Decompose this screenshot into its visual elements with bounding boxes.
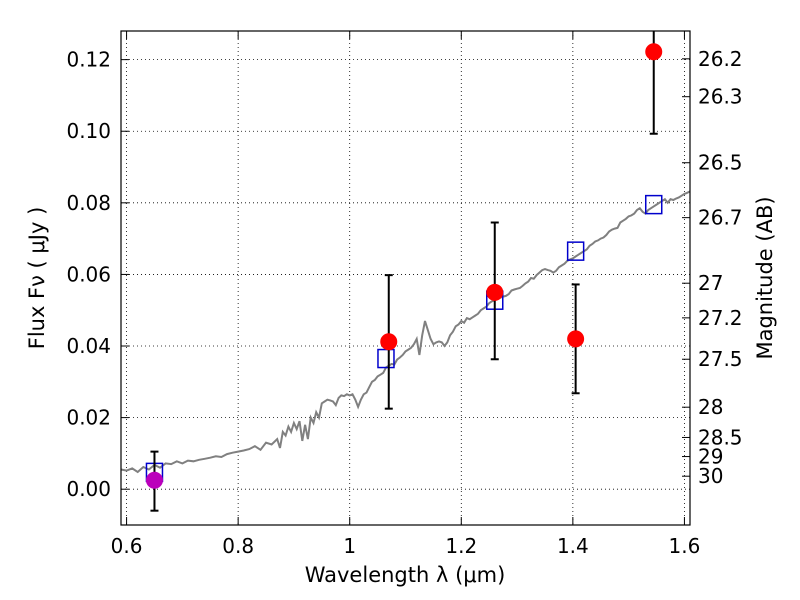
y-axis-label: Flux Fν ( μJy )	[25, 207, 49, 350]
model-photometry-points	[145, 194, 663, 483]
x-tick-label: 1.6	[669, 534, 701, 558]
x-tick-label: 0.6	[111, 534, 143, 558]
right-tick-label: 27	[698, 271, 723, 295]
right-tick-label: 26.3	[698, 85, 743, 109]
right-tick-label: 27.5	[698, 347, 743, 371]
data-point	[567, 330, 585, 348]
y-tick-label: 0.10	[66, 119, 111, 143]
plot-frame	[120, 30, 691, 526]
right-tick-label: 28.5	[698, 425, 743, 449]
x-tick-label: 1.4	[557, 534, 589, 558]
model-square	[566, 241, 585, 261]
y-tick-label: 0.08	[66, 191, 111, 215]
data-point	[380, 333, 398, 351]
model-square	[644, 194, 663, 215]
right-tick-label: 26.7	[698, 206, 743, 230]
y-tick-label: 0.00	[66, 477, 111, 501]
model-spectrum	[120, 190, 691, 474]
x-tick-label: 1	[343, 534, 356, 558]
right-tick-label: 29	[698, 445, 723, 469]
right-tick-label: 26.2	[698, 47, 743, 71]
grid-lines	[121, 31, 690, 525]
y-tick-label: 0.12	[66, 48, 111, 72]
observed-points	[145, 43, 663, 489]
y-tick-label: 0.06	[66, 262, 111, 286]
y-tick-label: 0.02	[66, 406, 111, 430]
x-tick-label: 0.8	[222, 534, 254, 558]
spectrum-line	[120, 190, 691, 474]
y-tick-label: 0.04	[66, 334, 111, 358]
y-tick-labels: 0.00 0.02 0.04 0.06 0.08 0.10 0.12	[66, 48, 111, 502]
axis-ticks	[121, 31, 690, 525]
right-tick-label: 27.2	[698, 306, 743, 330]
data-point	[645, 43, 663, 61]
data-point	[145, 471, 163, 489]
data-point	[486, 283, 504, 301]
right-tick-label: 28	[698, 395, 723, 419]
right-tick-label: 26.5	[698, 151, 743, 175]
error-bars	[150, 31, 658, 512]
x-axis-label: Wavelength λ (μm)	[305, 563, 506, 587]
right-tick-label: 30	[698, 464, 723, 488]
x-tick-labels: 0.6 0.8 1 1.2 1.4 1.6	[111, 534, 701, 558]
x-tick-label: 1.2	[445, 534, 477, 558]
right-axis-label: Magnitude (AB)	[753, 196, 777, 359]
